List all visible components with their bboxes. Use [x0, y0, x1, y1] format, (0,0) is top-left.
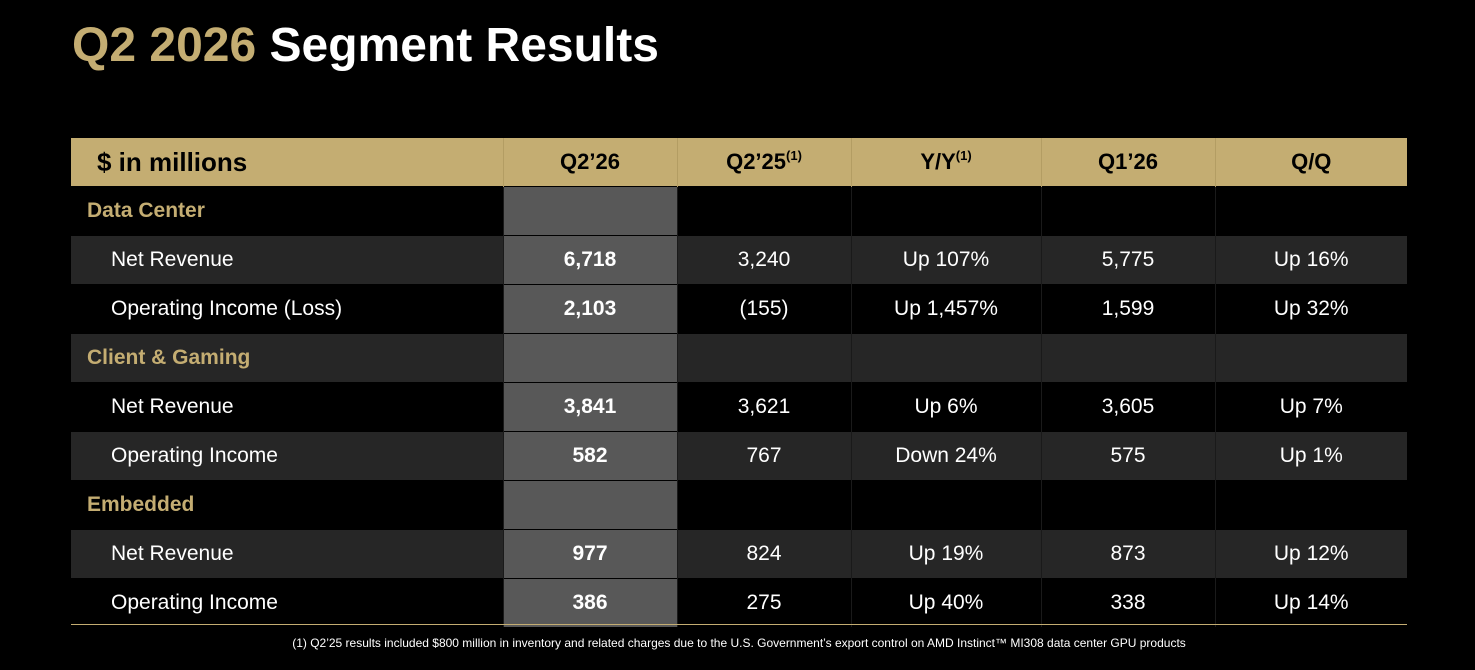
row-label: Net Revenue: [71, 382, 503, 432]
header-units: $ in millions: [71, 138, 504, 187]
header-q2-26: Q2’26: [503, 138, 678, 187]
footnote-divider: [71, 624, 1407, 625]
title-text: Segment Results: [269, 19, 659, 72]
header-yy-text: Y/Y: [920, 149, 956, 174]
table-cell: [502, 480, 677, 530]
value-q2-26: 582: [502, 431, 677, 481]
value-q2-26: 3,841: [502, 382, 677, 432]
value-q2-26: 386: [502, 578, 677, 627]
value-q2-26: 6,718: [502, 235, 677, 285]
header-q2-25: Q2’25(1): [677, 138, 852, 187]
value-q1-26: 338: [1040, 578, 1215, 627]
section-label: Client & Gaming: [71, 333, 503, 383]
value-yy: Up 19%: [850, 529, 1041, 579]
header-qq: Q/Q: [1215, 138, 1407, 187]
value-qq: Up 14%: [1214, 578, 1407, 627]
table-cell: [676, 333, 851, 383]
value-q1-26: 5,775: [1040, 235, 1215, 285]
table-cell: [1214, 480, 1407, 530]
table-cell: [1214, 333, 1407, 383]
value-q2-25: 824: [676, 529, 851, 579]
header-qq-text: Q/Q: [1291, 149, 1332, 174]
value-qq: Up 32%: [1214, 284, 1407, 334]
value-q2-26: 2,103: [502, 284, 677, 334]
value-q2-25: 3,621: [676, 382, 851, 432]
table-row: Operating Income 386 275 Up 40% 338 Up 1…: [71, 578, 1407, 627]
row-label: Operating Income: [71, 431, 503, 481]
table-header-row: $ in millions Q2’26 Q2’25(1) Y/Y(1) Q1’2…: [71, 138, 1407, 187]
value-q2-25: 275: [676, 578, 851, 627]
value-yy: Down 24%: [850, 431, 1041, 481]
table-cell: [1040, 480, 1215, 530]
value-q1-26: 1,599: [1040, 284, 1215, 334]
table-cell: [676, 186, 851, 236]
section-row-data-center: Data Center: [71, 186, 1407, 236]
value-yy: Up 107%: [850, 235, 1041, 285]
value-yy: Up 1,457%: [850, 284, 1041, 334]
title-period: Q2 2026: [72, 19, 257, 72]
section-label: Embedded: [71, 480, 503, 530]
row-label: Net Revenue: [71, 235, 503, 285]
table-cell: [676, 480, 851, 530]
row-label: Operating Income: [71, 578, 503, 627]
row-label: Net Revenue: [71, 529, 503, 579]
header-q1-26-text: Q1’26: [1098, 149, 1158, 174]
table-cell: [850, 333, 1041, 383]
table-cell: [502, 186, 677, 236]
header-q2-25-sup: (1): [786, 148, 802, 163]
header-q1-26: Q1’26: [1041, 138, 1216, 187]
value-q1-26: 3,605: [1040, 382, 1215, 432]
header-q2-25-text: Q2’25: [726, 149, 787, 174]
value-q2-25: (155): [676, 284, 851, 334]
table-cell: [1040, 333, 1215, 383]
segment-results-table: $ in millions Q2’26 Q2’25(1) Y/Y(1) Q1’2…: [71, 138, 1407, 627]
table-cell: [1214, 186, 1407, 236]
value-yy: Up 40%: [850, 578, 1041, 627]
page-title: Q2 2026 Segment Results: [72, 18, 659, 74]
table-row: Operating Income (Loss) 2,103 (155) Up 1…: [71, 284, 1407, 334]
section-row-client-gaming: Client & Gaming: [71, 333, 1407, 383]
table-cell: [850, 480, 1041, 530]
section-label: Data Center: [71, 186, 503, 236]
header-yy: Y/Y(1): [851, 138, 1042, 187]
table-cell: [1040, 186, 1215, 236]
footnote: (1) Q2’25 results included $800 million …: [292, 636, 1186, 650]
table-row: Net Revenue 3,841 3,621 Up 6% 3,605 Up 7…: [71, 382, 1407, 432]
header-yy-sup: (1): [955, 148, 972, 163]
value-q1-26: 873: [1040, 529, 1215, 579]
value-qq: Up 7%: [1214, 382, 1407, 432]
header-q2-26-text: Q2’26: [560, 149, 620, 174]
table-cell: [850, 186, 1041, 236]
row-label: Operating Income (Loss): [71, 284, 503, 334]
value-q2-25: 767: [676, 431, 851, 481]
table-cell: [502, 333, 677, 383]
value-q1-26: 575: [1040, 431, 1215, 481]
table-row: Operating Income 582 767 Down 24% 575 Up…: [71, 431, 1407, 481]
value-qq: Up 1%: [1214, 431, 1407, 481]
table-row: Net Revenue 977 824 Up 19% 873 Up 12%: [71, 529, 1407, 579]
value-qq: Up 16%: [1214, 235, 1407, 285]
value-yy: Up 6%: [850, 382, 1041, 432]
value-q2-26: 977: [502, 529, 677, 579]
value-qq: Up 12%: [1214, 529, 1407, 579]
value-q2-25: 3,240: [676, 235, 851, 285]
table-row: Net Revenue 6,718 3,240 Up 107% 5,775 Up…: [71, 235, 1407, 285]
section-row-embedded: Embedded: [71, 480, 1407, 530]
